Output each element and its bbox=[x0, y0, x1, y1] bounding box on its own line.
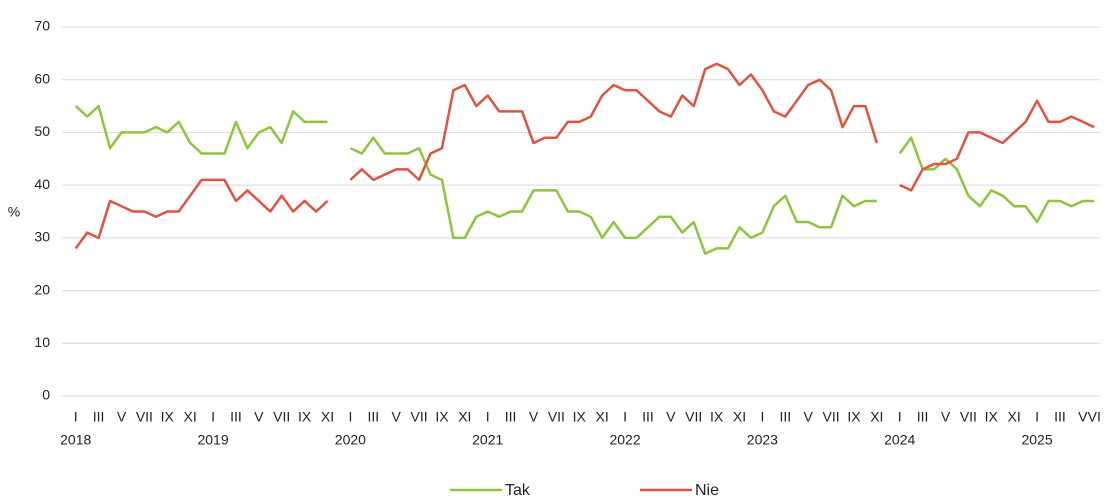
x-tick-label: V bbox=[529, 409, 539, 425]
x-group-label: 2024 bbox=[884, 432, 915, 448]
x-group-label: 2023 bbox=[747, 432, 778, 448]
x-group-label: 2025 bbox=[1021, 432, 1052, 448]
x-group-label: 2018 bbox=[60, 432, 91, 448]
y-tick-label: 0 bbox=[42, 387, 50, 403]
x-tick-label: V bbox=[117, 409, 127, 425]
series-line bbox=[74, 104, 1095, 255]
x-tick-label: VII bbox=[273, 409, 290, 425]
x-tick-label: V bbox=[391, 409, 401, 425]
x-tick-label: V bbox=[1078, 409, 1088, 425]
x-tick-label: I bbox=[348, 409, 352, 425]
x-tick-label: V bbox=[941, 409, 951, 425]
x-tick-label: VII bbox=[822, 409, 839, 425]
x-tick-label: I bbox=[898, 409, 902, 425]
x-tick-label: III bbox=[1054, 409, 1066, 425]
y-tick-label: 20 bbox=[34, 281, 50, 297]
x-tick-label: III bbox=[917, 409, 929, 425]
x-tick-label: I bbox=[211, 409, 215, 425]
x-tick-label: III bbox=[779, 409, 791, 425]
x-tick-label: III bbox=[230, 409, 242, 425]
x-tick-label: IX bbox=[847, 409, 861, 425]
x-tick-label: I bbox=[1035, 409, 1039, 425]
x-tick-label: IX bbox=[985, 409, 999, 425]
x-tick-label: XI bbox=[733, 409, 746, 425]
x-tick-label: VII bbox=[548, 409, 565, 425]
x-tick-label: VII bbox=[960, 409, 977, 425]
x-tick-label: VII bbox=[136, 409, 153, 425]
x-tick-label: IX bbox=[161, 409, 175, 425]
x-tick-label: V bbox=[254, 409, 264, 425]
x-tick-label: IX bbox=[710, 409, 724, 425]
x-tick-label: IX bbox=[298, 409, 312, 425]
y-tick-label: 10 bbox=[34, 334, 50, 350]
x-tick-label: V bbox=[803, 409, 813, 425]
x-tick-label: XI bbox=[1008, 409, 1021, 425]
x-tick-label: XI bbox=[870, 409, 883, 425]
y-tick-label: 30 bbox=[34, 229, 50, 245]
x-tick-label: VII bbox=[685, 409, 702, 425]
legend-label: Nie bbox=[695, 482, 719, 499]
x-tick-label: IX bbox=[573, 409, 587, 425]
x-tick-label: I bbox=[623, 409, 627, 425]
y-axis-label: % bbox=[8, 204, 20, 220]
series-line bbox=[74, 62, 1095, 250]
y-tick-label: 40 bbox=[34, 176, 50, 192]
x-tick-label: III bbox=[93, 409, 105, 425]
x-tick-label: III bbox=[505, 409, 517, 425]
y-tick-label: 60 bbox=[34, 70, 50, 86]
x-tick-label: I bbox=[486, 409, 490, 425]
y-tick-label: 70 bbox=[34, 18, 50, 34]
x-tick-label: XI bbox=[184, 409, 197, 425]
x-group-label: 2019 bbox=[197, 432, 228, 448]
x-tick-label: VII bbox=[410, 409, 427, 425]
y-tick-label: 50 bbox=[34, 123, 50, 139]
x-tick-label: XI bbox=[596, 409, 609, 425]
x-tick-label: III bbox=[367, 409, 379, 425]
x-tick-label: III bbox=[642, 409, 654, 425]
x-group-label: 2020 bbox=[335, 432, 366, 448]
x-group-label: 2022 bbox=[609, 432, 640, 448]
x-tick-label: VI bbox=[1088, 409, 1101, 425]
x-tick-label: XI bbox=[458, 409, 471, 425]
x-tick-label: V bbox=[666, 409, 676, 425]
x-tick-label: IX bbox=[435, 409, 449, 425]
x-tick-label: I bbox=[74, 409, 78, 425]
x-group-label: 2021 bbox=[472, 432, 503, 448]
x-tick-label: I bbox=[760, 409, 764, 425]
x-tick-label: XI bbox=[321, 409, 334, 425]
legend-label: Tak bbox=[505, 482, 531, 499]
